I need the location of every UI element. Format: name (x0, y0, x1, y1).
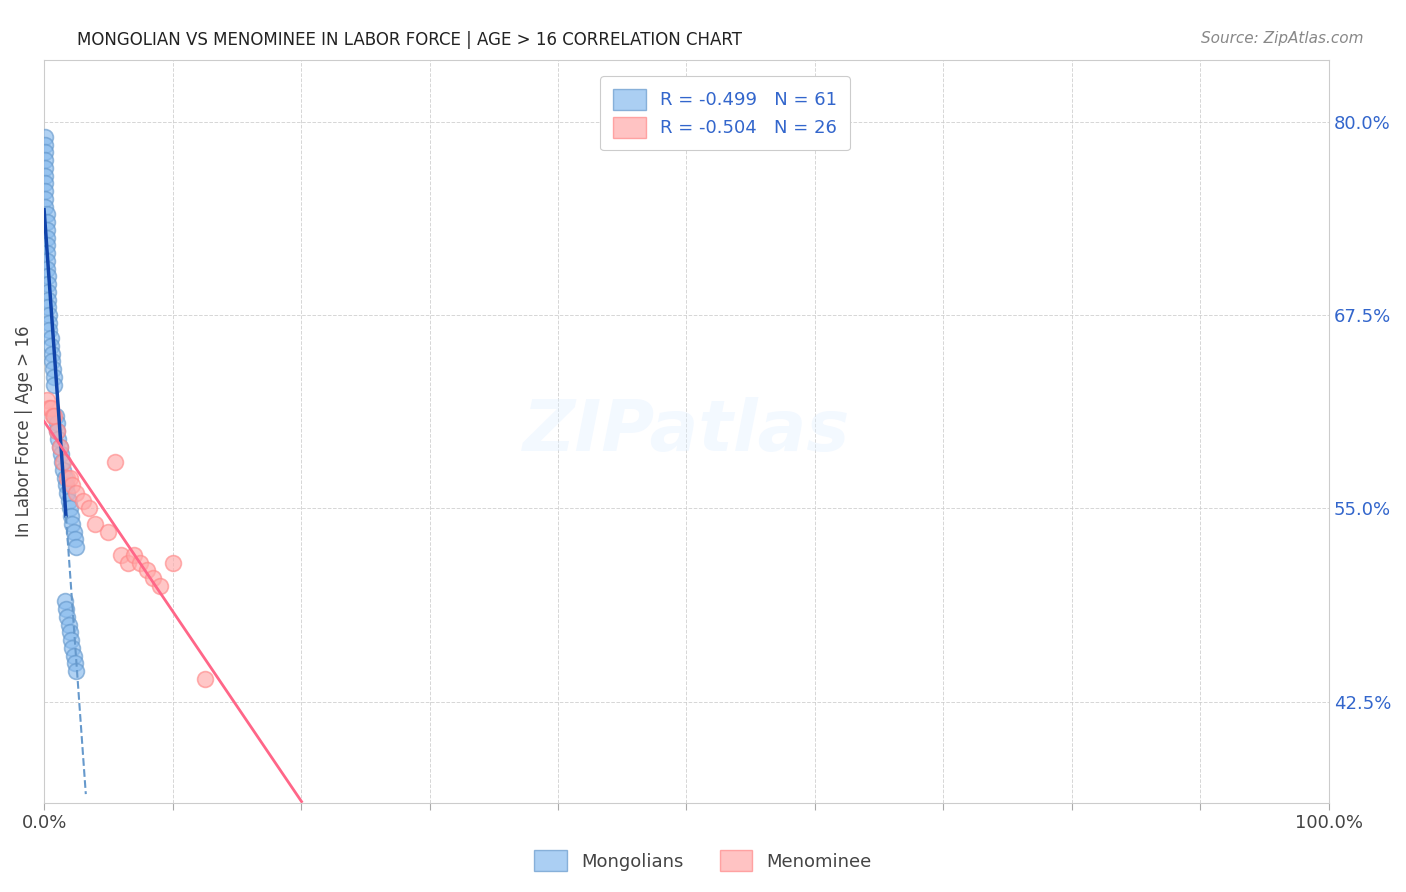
Point (77, 501, 100, 516)
Point (48, 440, 70, 454)
Point (58, 617, 80, 632)
Point (48, 440, 70, 454)
Point (34, 145, 56, 160)
Point (55, 478, 77, 492)
Point (39, 401, 62, 415)
Point (60, 478, 83, 492)
Point (37, 285, 59, 299)
Point (34, 184, 56, 198)
Point (65, 664, 87, 678)
Point (34, 177, 56, 191)
Point (62, 524, 84, 539)
Point (56, 486, 79, 500)
Point (72, 493, 94, 508)
Point (122, 548, 145, 562)
Point (39, 331, 62, 345)
Point (46, 424, 69, 438)
Point (34, 137, 56, 152)
Point (117, 556, 139, 570)
Point (56, 470, 79, 484)
Point (37, 277, 59, 291)
Point (35, 238, 58, 252)
Point (65, 540, 87, 554)
Point (44, 370, 66, 384)
Point (35, 261, 58, 276)
Point (44, 409, 66, 423)
Point (129, 556, 152, 570)
Point (53, 594, 76, 608)
Point (44, 377, 66, 392)
Point (58, 493, 80, 508)
Point (162, 556, 184, 570)
Point (35, 207, 58, 221)
Point (37, 269, 59, 284)
Point (104, 455, 127, 469)
Point (63, 657, 86, 671)
Point (46, 432, 69, 446)
Point (60, 509, 83, 524)
Point (35, 223, 58, 237)
Point (53, 470, 76, 484)
Point (35, 246, 58, 260)
Point (35, 253, 58, 268)
Point (55, 602, 77, 616)
Legend: R = -0.499   N = 61, R = -0.504   N = 26: R = -0.499 N = 61, R = -0.504 N = 26 (600, 76, 849, 150)
Point (110, 548, 132, 562)
Text: MONGOLIAN VS MENOMINEE IN LABOR FORCE | AGE > 16 CORRELATION CHART: MONGOLIAN VS MENOMINEE IN LABOR FORCE | … (77, 31, 742, 49)
Point (34, 200, 56, 214)
Legend: Mongolians, Menominee: Mongolians, Menominee (527, 843, 879, 879)
Point (149, 579, 172, 593)
Point (84, 516, 107, 531)
Point (37, 293, 59, 307)
Point (46, 424, 69, 438)
Y-axis label: In Labor Force | Age > 16: In Labor Force | Age > 16 (15, 326, 32, 537)
Point (42, 362, 65, 376)
Point (59, 625, 82, 640)
Point (65, 486, 87, 500)
Point (42, 409, 65, 423)
Point (38, 308, 60, 322)
Point (38, 316, 60, 330)
Point (56, 610, 79, 624)
Point (49, 447, 72, 461)
Point (142, 571, 165, 585)
Text: Source: ZipAtlas.com: Source: ZipAtlas.com (1201, 31, 1364, 46)
Point (35, 230, 58, 244)
Point (34, 153, 56, 168)
Point (51, 455, 73, 469)
Point (60, 516, 83, 531)
Point (34, 169, 56, 183)
Point (63, 533, 86, 547)
Point (38, 323, 60, 337)
Text: ZIPatlas: ZIPatlas (523, 397, 851, 466)
Point (60, 633, 83, 648)
Point (41, 354, 63, 368)
Point (59, 470, 82, 484)
Point (135, 563, 157, 577)
Point (60, 640, 83, 655)
Point (46, 417, 69, 431)
Point (35, 393, 58, 408)
Point (62, 648, 84, 663)
Point (34, 161, 56, 175)
Point (41, 347, 63, 361)
Point (97, 524, 120, 539)
Point (45, 409, 67, 423)
Point (38, 401, 60, 415)
Point (194, 672, 217, 686)
Point (59, 501, 82, 516)
Point (37, 300, 59, 314)
Point (35, 215, 58, 229)
Point (39, 339, 62, 353)
Point (34, 192, 56, 206)
Point (52, 455, 75, 469)
Point (34, 130, 56, 145)
Point (52, 463, 75, 477)
